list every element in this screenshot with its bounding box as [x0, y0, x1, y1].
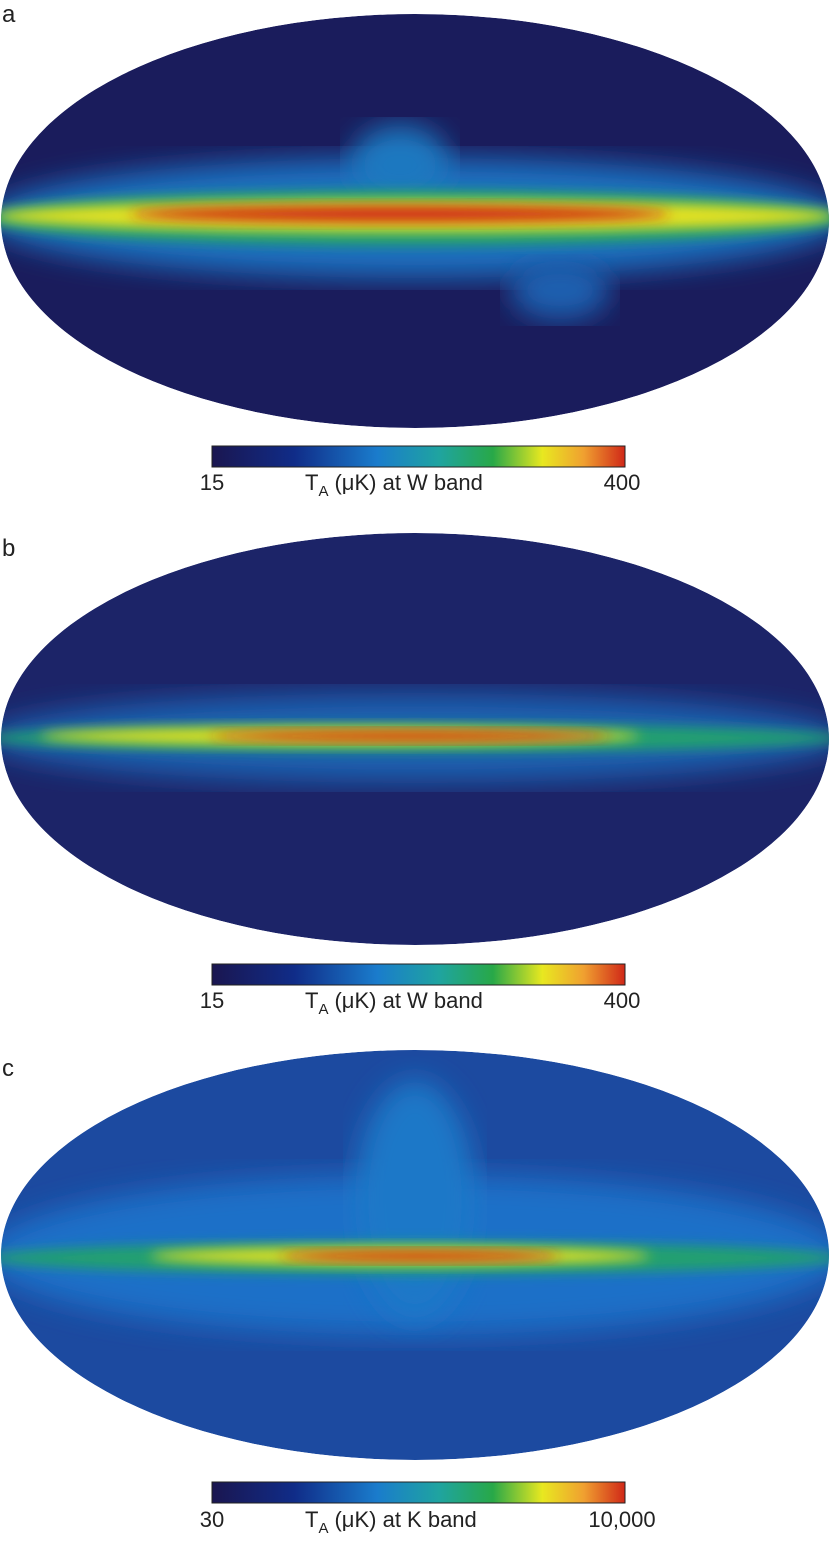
- colorbar: [211, 445, 626, 468]
- colorbar-max: 400: [604, 988, 641, 1013]
- symbol: T: [305, 988, 318, 1013]
- colorbar-label: TA (μK) at W band: [305, 470, 483, 500]
- subscript: A: [318, 1520, 328, 1537]
- subscript: A: [318, 483, 328, 500]
- colorbar-min: 30: [200, 1507, 224, 1532]
- label-rest: (μK) at K band: [334, 1507, 476, 1532]
- panel-label: b: [2, 535, 15, 562]
- label-rest: (μK) at W band: [334, 988, 482, 1013]
- colorbar-label: TA (μK) at K band: [305, 1507, 477, 1537]
- colorbar-min: 15: [200, 988, 224, 1013]
- panel-label: c: [2, 1055, 14, 1082]
- sky-map: [1, 1050, 829, 1460]
- colorbar: [211, 1481, 626, 1504]
- sky-map: [1, 533, 829, 945]
- symbol: T: [305, 470, 318, 495]
- label-rest: (μK) at W band: [334, 470, 482, 495]
- sky-map: [1, 14, 829, 428]
- panel-label: a: [2, 1, 16, 28]
- colorbar-min: 15: [200, 470, 224, 495]
- symbol: T: [305, 1507, 318, 1532]
- colorbar-max: 10,000: [588, 1507, 655, 1532]
- colorbar: [211, 963, 626, 986]
- colorbar-max: 400: [604, 470, 641, 495]
- subscript: A: [318, 1001, 328, 1018]
- colorbar-label: TA (μK) at W band: [305, 988, 483, 1018]
